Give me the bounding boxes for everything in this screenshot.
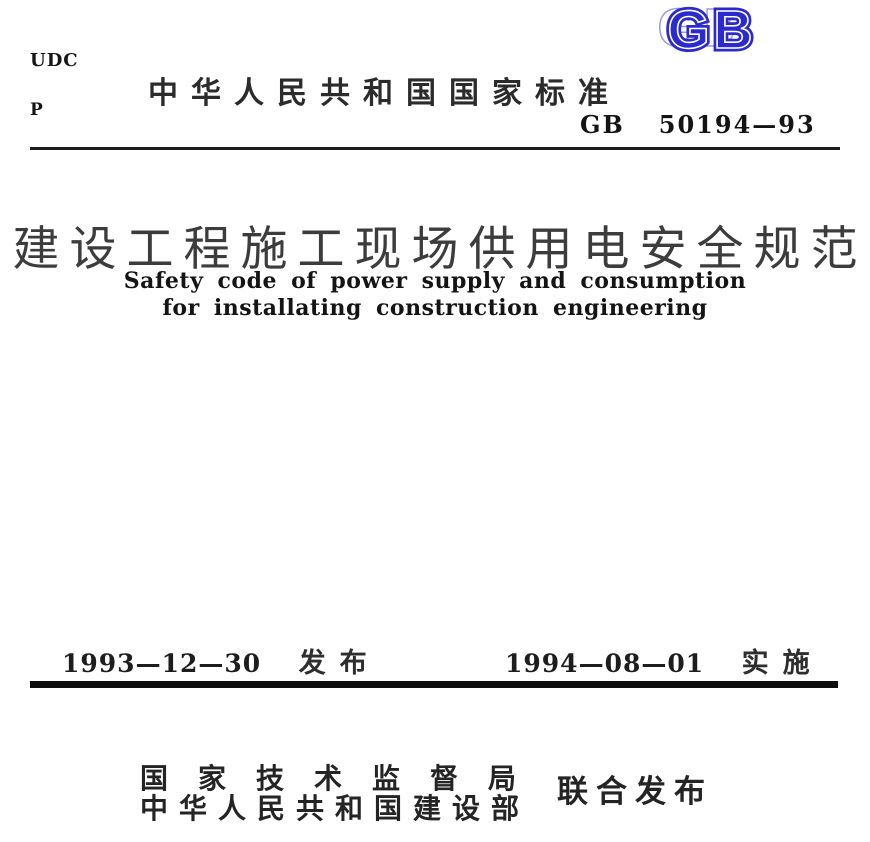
document-title-english: Safety code of power supply and consumpt… — [0, 268, 870, 322]
issue-date: 1993—12—30 — [62, 649, 262, 678]
document-title-chinese: 建设工程施工现场供用电安全规范 — [12, 222, 868, 277]
standard-code: GB 50194—93 — [580, 110, 816, 139]
national-standard-heading: 中华人民共和国国家标准 — [148, 77, 621, 110]
gb-logo: GB GB GB — [657, 2, 757, 58]
joint-issue-label: 联合发布 — [557, 774, 713, 809]
standard-code-number: 50194—93 — [658, 110, 816, 139]
effective-label: 实施 — [741, 648, 824, 678]
issue-date-group: 1993—12—30 发布 — [62, 641, 381, 680]
issue-label: 发布 — [298, 648, 381, 678]
gb-logo-text-inline: GB — [668, 2, 757, 58]
publisher-line2: 中华人民共和国建设部 — [140, 793, 531, 824]
classification-code-label: P — [30, 100, 43, 120]
udc-label: UDC — [30, 50, 79, 71]
gb-logo-echo-outline: GB — [658, 2, 747, 58]
effective-date-group: 1994—08—01 实施 — [505, 641, 824, 680]
english-title-line2: for installating construction engineerin… — [162, 295, 708, 321]
footer-divider-line — [30, 681, 838, 688]
publisher-line1: 国家技术监督局 — [140, 763, 547, 794]
gb-logo-text-base: GB — [668, 2, 757, 58]
header-divider-line — [30, 147, 840, 150]
standard-code-prefix: GB — [580, 110, 625, 139]
effective-date: 1994—08—01 — [505, 649, 705, 678]
english-title-line1: Safety code of power supply and consumpt… — [123, 268, 747, 294]
